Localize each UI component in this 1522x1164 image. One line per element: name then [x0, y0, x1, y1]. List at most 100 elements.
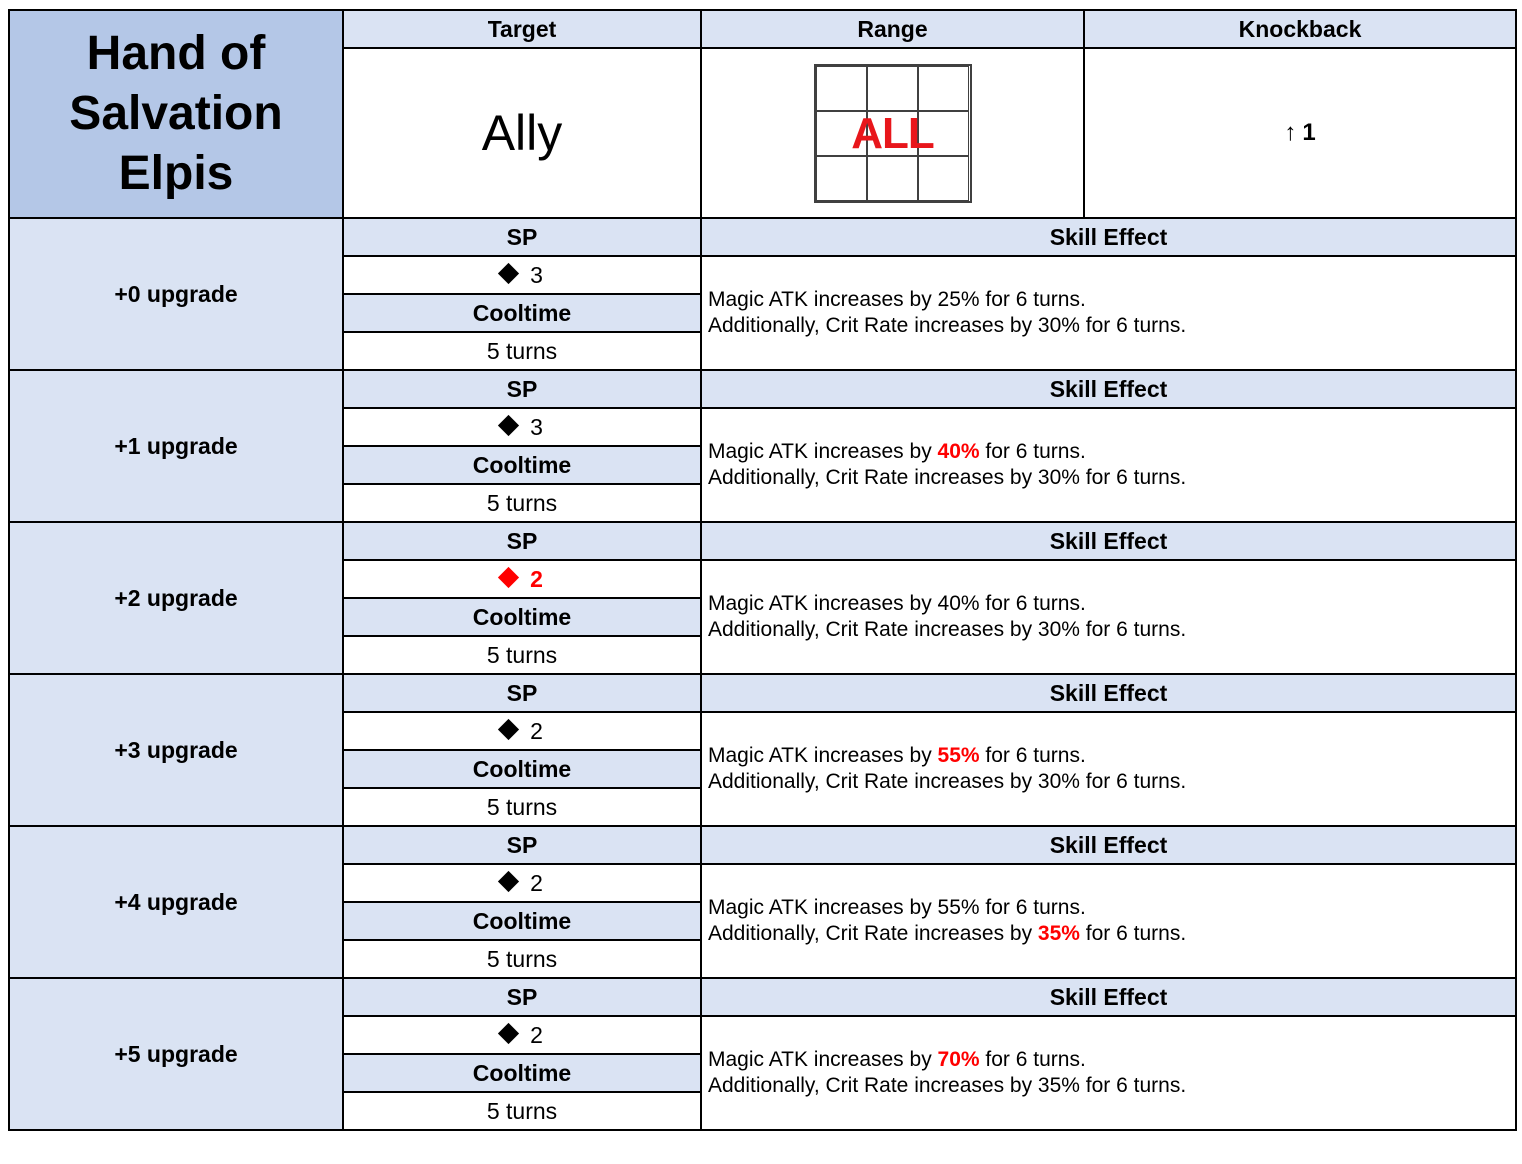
effect-value: 30% — [1037, 770, 1080, 793]
cooltime-value: 5 turns — [342, 635, 702, 675]
knockback-value: 1 — [1302, 119, 1316, 146]
sp-value: 2 — [530, 869, 543, 896]
cooltime-value: 5 turns — [342, 483, 702, 523]
range-tile — [866, 155, 919, 201]
upgrade-row: +3 upgrade SP Skill Effect — [8, 673, 1517, 827]
effect-line-1: Magic ATK increases by 70% for 6 turns. — [708, 1047, 1514, 1073]
effect-text: for 6 turns. — [979, 288, 1086, 311]
upgrade-label: +3 upgrade — [8, 673, 344, 827]
upgrade-row: 3 Magic ATK increases by 40% for 6 turns.… — [9, 407, 1517, 523]
range-tile — [866, 110, 919, 156]
upgrade-row: 3 Magic ATK increases by 25% for 6 turns.… — [9, 255, 1517, 371]
sp-value-cell: 3 — [342, 407, 702, 447]
range-tile — [918, 65, 970, 111]
effect-line-2: Additionally, Crit Rate increases by 30%… — [708, 465, 1514, 491]
effect-line-1: Magic ATK increases by 55% for 6 turns. — [708, 743, 1514, 769]
effect-text: for 6 turns. — [979, 744, 1086, 767]
skill-title-line-1: Hand of — [86, 27, 266, 80]
upgrade-row: 2 Magic ATK increases by 55% for 6 turns.… — [9, 863, 1517, 979]
effect-value: 30% — [1037, 618, 1080, 641]
diamond-icon — [497, 718, 520, 740]
upgrade-row: 5 turns — [9, 331, 1516, 371]
effect-value: 55% — [937, 744, 980, 767]
effect-text: Magic ATK increases by — [708, 592, 938, 615]
diamond-icon — [497, 566, 520, 588]
cooltime-header: Cooltime — [342, 445, 702, 485]
skill-title: Hand of Salvation Elpis — [8, 9, 344, 219]
skill-effect-header: Skill Effect — [700, 217, 1517, 257]
upgrade-row: Cooltime — [9, 293, 1516, 333]
upgrade-row: 5 turns — [9, 787, 1516, 827]
effect-text: for 6 turns. — [1079, 922, 1187, 945]
effect-line-2: Additionally, Crit Rate increases by 35%… — [708, 921, 1514, 947]
skill-effect-header: Skill Effect — [700, 369, 1517, 409]
range-tile — [866, 65, 919, 111]
effect-value: 55% — [937, 896, 980, 919]
cooltime-value: 5 turns — [342, 331, 702, 371]
range-tile — [815, 155, 867, 201]
cooltime-header: Cooltime — [342, 901, 702, 941]
sp-header: SP — [342, 825, 702, 865]
sp-value-cell: 2 — [342, 559, 702, 599]
cooltime-header: Cooltime — [342, 1053, 702, 1093]
upgrade-row: Cooltime — [9, 597, 1516, 637]
up-arrow-icon: ↑ — [1284, 119, 1297, 146]
effect-text: for 6 turns. — [979, 1048, 1086, 1071]
cooltime-header: Cooltime — [342, 597, 702, 637]
range-grid — [813, 63, 972, 203]
sp-value-cell: 3 — [342, 255, 702, 295]
range-tile — [815, 65, 867, 111]
skill-effect-text: Magic ATK increases by 55% for 6 turns. A… — [700, 863, 1517, 979]
skill-effect-text: Magic ATK increases by 70% for 6 turns. A… — [700, 1015, 1517, 1131]
effect-value: 35% — [1037, 922, 1080, 945]
effect-text: Additionally, Crit Rate increases by — [708, 770, 1038, 793]
effect-value: 25% — [937, 288, 980, 311]
range-all-label: ALL — [851, 108, 935, 158]
effect-text: Additionally, Crit Rate increases by — [708, 466, 1038, 489]
knockback-value-cell: ↑ 1 — [1083, 47, 1517, 219]
sp-header: SP — [342, 977, 702, 1017]
diamond-icon — [497, 262, 520, 284]
skill-effect-text: Magic ATK increases by 25% for 6 turns. A… — [700, 255, 1517, 371]
effect-text: Magic ATK increases by — [708, 896, 938, 919]
upgrade-row: 5 turns — [9, 939, 1516, 979]
target-header: Target — [342, 9, 702, 49]
diamond-icon — [497, 870, 520, 892]
effect-value: 40% — [937, 440, 980, 463]
skill-effect-header: Skill Effect — [700, 825, 1517, 865]
upgrade-row: +4 upgrade SP Skill Effect — [8, 825, 1517, 979]
effect-text: for 6 turns. — [1079, 314, 1187, 337]
upgrade-row: 5 turns — [9, 483, 1516, 523]
sp-value-cell: 2 — [342, 863, 702, 903]
effect-text: for 6 turns. — [1079, 618, 1187, 641]
upgrade-row: 5 turns — [9, 635, 1516, 675]
sp-header: SP — [342, 217, 702, 257]
effect-line-2: Additionally, Crit Rate increases by 30%… — [708, 617, 1514, 643]
effect-text: Additionally, Crit Rate increases by — [708, 1074, 1038, 1097]
upgrade-label: +4 upgrade — [8, 825, 344, 979]
upgrade-row: 2 Magic ATK increases by 40% for 6 turns.… — [9, 559, 1517, 675]
upgrade-row: Cooltime — [9, 901, 1516, 941]
effect-value: 40% — [937, 592, 980, 615]
sp-header: SP — [342, 673, 702, 713]
upgrade-label: +1 upgrade — [8, 369, 344, 523]
effect-value: 30% — [1037, 314, 1080, 337]
upgrade-row: 2 Magic ATK increases by 70% for 6 turns.… — [9, 1015, 1517, 1131]
sp-value-cell: 2 — [342, 711, 702, 751]
effect-line-1: Magic ATK increases by 40% for 6 turns. — [708, 591, 1514, 617]
effect-line-1: Magic ATK increases by 25% for 6 turns. — [708, 287, 1514, 313]
knockback-header: Knockback — [1083, 9, 1517, 49]
effect-text: Additionally, Crit Rate increases by — [708, 618, 1038, 641]
upgrade-row: 5 turns — [9, 1091, 1516, 1131]
effect-text: Magic ATK increases by — [708, 440, 938, 463]
effect-value: 30% — [1037, 466, 1080, 489]
range-tile — [918, 110, 970, 156]
cooltime-header: Cooltime — [342, 749, 702, 789]
upgrade-label: +2 upgrade — [8, 521, 344, 675]
upgrade-label: +0 upgrade — [8, 217, 344, 371]
upgrade-row: +1 upgrade SP Skill Effect — [8, 369, 1517, 523]
range-header: Range — [700, 9, 1085, 49]
range-cell: ALL — [700, 47, 1085, 219]
range-tile — [815, 110, 867, 156]
skill-effect-text: Magic ATK increases by 40% for 6 turns. A… — [700, 407, 1517, 523]
